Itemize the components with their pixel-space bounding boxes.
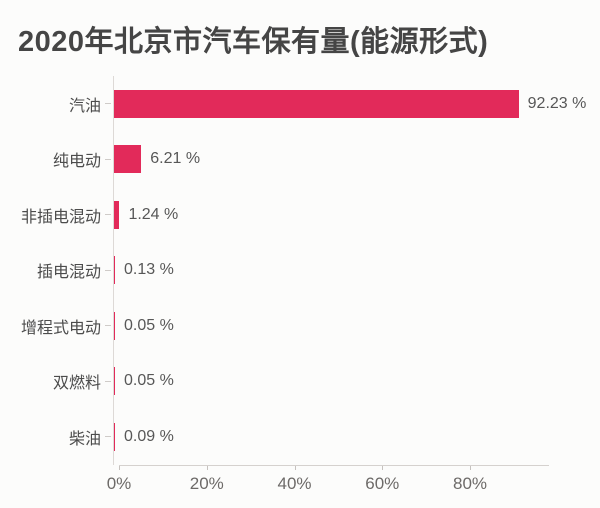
value-label: 0.09 % [124, 427, 174, 445]
plot-area: 0.05 % [113, 353, 544, 409]
value-label: 0.05 % [124, 316, 174, 334]
category-tick-dash [105, 103, 111, 105]
bar [114, 367, 115, 396]
axis-tick [382, 465, 384, 470]
bar [114, 256, 115, 285]
axis-tick-label: 0% [106, 473, 132, 493]
axis-tick-label: 60% [365, 473, 400, 493]
plot-area: 6.21 % [113, 131, 544, 187]
chart-title: 2020年北京市汽车保有量(能源形式) [18, 26, 489, 58]
category-tick-dash [105, 325, 111, 327]
bar-row: 非插电混动 1.24 % [6, 187, 600, 243]
plot-area: 0.09 % [113, 409, 544, 465]
x-axis: 0% 20% 40% 60% 80% [107, 464, 549, 508]
category-tick-dash [105, 269, 111, 271]
bar-row: 插电混动 0.13 % [6, 242, 600, 298]
category-label: 插电混动 [36, 264, 101, 282]
bar [114, 89, 519, 118]
value-label: 0.05 % [124, 372, 174, 390]
category-tick-dash [105, 158, 111, 160]
category-label: 柴油 [68, 430, 101, 448]
plot-area: 0.13 % [113, 242, 544, 298]
bar-row: 柴油 0.09 % [6, 409, 600, 465]
category-tick-dash [105, 380, 111, 382]
plot-area: 92.23 % [113, 76, 586, 132]
axis-tick-label: 80% [452, 473, 488, 493]
bar [114, 422, 115, 451]
bar-row: 纯电动 6.21 % [6, 131, 600, 187]
bar [114, 145, 142, 174]
value-label: 92.23 % [527, 94, 587, 112]
bar-row: 增程式电动 0.05 % [6, 298, 600, 354]
category-label: 非插电混动 [20, 208, 101, 226]
bar-row: 双燃料 0.05 % [6, 353, 600, 409]
category-tick-dash [105, 436, 111, 438]
bar [114, 200, 120, 229]
category-label: 增程式电动 [20, 319, 101, 337]
axis-tick-label: 40% [277, 473, 312, 493]
category-label: 汽油 [68, 97, 101, 115]
axis-tick-label: 20% [189, 473, 224, 493]
axis-tick [119, 465, 120, 470]
bar [114, 311, 115, 340]
bar-rows: 汽油 92.23 % 纯电动 6.21 % 非插电混动 1.24 % 插电混动 0.13 % 增… [6, 76, 600, 465]
bar-row: 汽油 92.23 % [6, 76, 600, 132]
category-label: 纯电动 [52, 153, 101, 171]
category-label: 双燃料 [52, 375, 101, 393]
value-label: 6.21 % [150, 150, 201, 168]
axis-tick [206, 465, 208, 470]
value-label: 1.24 % [128, 205, 179, 223]
axis-tick [470, 465, 471, 470]
plot-area: 1.24 % [113, 187, 544, 243]
value-label: 0.13 % [124, 261, 174, 279]
axis-tick [294, 465, 296, 470]
category-tick-dash [105, 214, 111, 216]
bar-chart: 汽油 92.23 % 纯电动 6.21 % 非插电混动 1.24 % 插电混动 0.13 % 增… [0, 76, 600, 508]
plot-area: 0.05 % [113, 298, 544, 354]
